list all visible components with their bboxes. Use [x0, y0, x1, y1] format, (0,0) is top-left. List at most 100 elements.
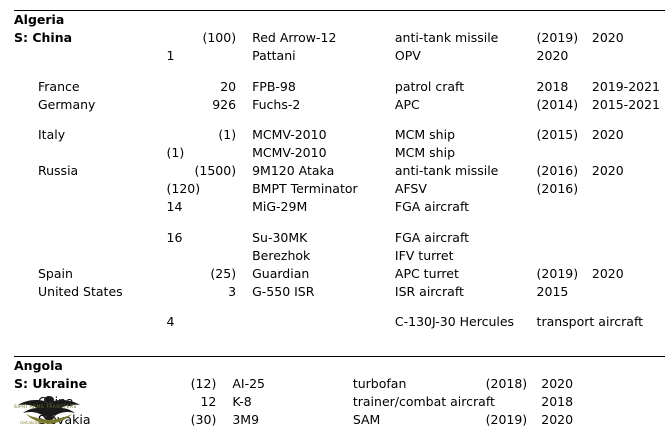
supplier-cell: Italy [38, 127, 66, 142]
order-year-cell: (2019) [536, 265, 579, 281]
spacer-row [14, 219, 665, 232]
description-cell: MCM ship [394, 127, 456, 142]
quantity-cell: 3 [228, 283, 237, 299]
description-cell: ISR aircraft [394, 283, 464, 299]
order-year-cell: 2020 [536, 48, 569, 63]
supplier-cell: France [38, 78, 80, 94]
supplier-cell [14, 232, 167, 250]
designation-cell: Fuchs-2 [252, 96, 301, 112]
designation-cell: MCMV-2010 [252, 127, 327, 142]
designation-cell: BMPT Terminator [252, 181, 358, 196]
comments-cell [617, 414, 665, 432]
table-row: Spain (25) Guardian APC turret (2019) 2020 [14, 265, 665, 286]
order-year-cell: (2014) [536, 96, 579, 112]
supplier-cell [14, 147, 167, 165]
table-row: Russia (1500) 9M120 Ataka anti-tank missile… [14, 163, 665, 183]
designation-cell: 9M120 Ataka [252, 163, 335, 178]
quantity-cell: 926 [212, 96, 237, 112]
table-row: Berezhok IFV turret [14, 247, 665, 268]
supplier-cell: Slovakia [38, 412, 91, 427]
description-cell: APC turret [394, 265, 459, 281]
description-cell: SAM [352, 412, 381, 427]
order-year-cell [537, 232, 592, 250]
quantity-cell: 14 [166, 199, 183, 214]
delivery-year-cell: 2020 [591, 30, 624, 45]
arms-transfers-table-algeria: Algeria S: China (100) Red Arrow-12 anti-tan… [14, 12, 665, 334]
description-cell: anti-tank missile [394, 30, 499, 45]
designation-cell: Guardian [252, 265, 310, 281]
section-divider-rule [14, 356, 665, 357]
order-year-cell: (2019) [536, 30, 579, 45]
description-cell: APC [394, 96, 420, 112]
quantity-cell: 12 [200, 394, 217, 409]
quantity-cell: (120) [166, 181, 201, 196]
table-row: Germany 926 Fuchs-2 APC (2014) 2015-2021 [14, 96, 665, 117]
description-cell: FGA aircraft [394, 229, 470, 245]
country-header-row: Angola [14, 358, 665, 378]
order-year-cell: (2016) [536, 163, 579, 178]
delivery-year-cell: 2019-2021 [591, 78, 661, 94]
comments-cell [617, 378, 665, 396]
quantity-cell [167, 250, 253, 268]
order-year-cell: (2019) [485, 412, 528, 427]
delivery-year-cell: 2020 [591, 265, 624, 281]
delivery-year-cell: 2020 [541, 412, 574, 427]
quantity-cell: (1) [218, 127, 237, 142]
delivery-year-cell: 2020 [591, 127, 624, 142]
quantity-cell: (1500) [194, 163, 237, 178]
supplier-cell: S: Ukraine [14, 376, 88, 391]
order-year-cell: (2018) [485, 376, 528, 391]
delivery-year-cell: 2020 [541, 376, 574, 391]
table-row: Italy (1) MCMV-2010 MCM ship (2015) 2020 [14, 127, 665, 147]
description-cell: patrol craft [394, 78, 465, 94]
quantity-cell: 16 [166, 229, 183, 245]
supplier-cell: United States [38, 283, 123, 299]
order-year-cell: 2018 [536, 78, 569, 94]
quantity-cell: 20 [220, 78, 237, 94]
delivery-year-cell [592, 286, 665, 304]
designation-cell: K-8 [232, 394, 252, 409]
description-cell: C-130J-30 Hercules [394, 314, 515, 329]
designation-cell: AI-25 [232, 376, 265, 391]
designation-cell: MiG-29M [252, 199, 308, 214]
quantity-cell: 1 [166, 48, 175, 63]
designation-cell: Su-30MK [252, 229, 308, 245]
table-row: S: China (100) Red Arrow-12 anti-tank missi… [14, 30, 665, 50]
order-year-cell: (2015) [536, 127, 579, 142]
table-row: S: Ukraine (12) AI-25 turbofan (2018) 2020 [14, 376, 665, 396]
delivery-year-cell [592, 183, 665, 201]
designation-cell: FPB-98 [252, 78, 296, 94]
description-cell: MCM ship [394, 145, 456, 160]
supplier-cell [14, 316, 167, 334]
supplier-cell: Germany [38, 96, 96, 112]
description-cell: anti-tank missile [394, 163, 499, 178]
country-name: Algeria [14, 12, 65, 27]
quantity-cell: 4 [166, 314, 175, 329]
arms-transfers-table-angola: Angola S: Ukraine (12) AI-25 turbofan (2018) 2… [14, 358, 665, 432]
quantity-cell: (1) [166, 145, 185, 160]
country-header-row: Algeria [14, 12, 665, 32]
order-year-cell: (2016) [536, 181, 579, 196]
description-cell: turbofan [352, 376, 407, 391]
table-row: United States 3 G-550 ISR ISR aircraft 2015 [14, 283, 665, 304]
order-year-cell [537, 201, 592, 219]
quantity-cell: (30) [190, 412, 217, 427]
supplier-cell [14, 183, 167, 201]
order-year-cell: 2015 [536, 283, 569, 299]
order-year-cell: 2018 [541, 394, 574, 409]
description-cell: trainer/combat aircraft [352, 394, 495, 409]
country-name: Angola [14, 358, 63, 373]
supplier-cell [14, 201, 167, 219]
description-cell: IFV turret [394, 247, 454, 263]
description-cell: FGA aircraft [394, 199, 470, 214]
table-row: 1 Pattani OPV 2020 [14, 48, 665, 68]
order-year-cell: transport aircraft [536, 314, 644, 329]
top-rule [14, 10, 665, 11]
order-year-cell [537, 250, 592, 268]
table-row: 16 Su-30MK FGA aircraft [14, 229, 665, 250]
designation-cell: MCMV-2010 [252, 145, 327, 160]
designation-cell: Red Arrow-12 [252, 30, 337, 45]
